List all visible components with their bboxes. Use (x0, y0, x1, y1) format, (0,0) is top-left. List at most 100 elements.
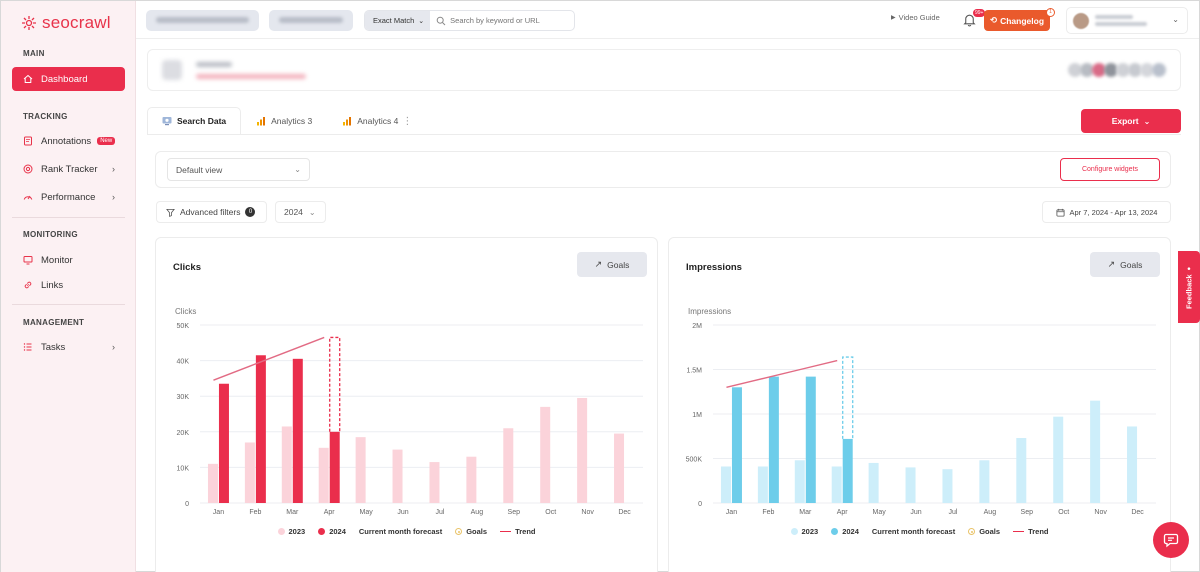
legend-label: Goals (466, 527, 488, 536)
goal-icon (968, 528, 976, 535)
advanced-filters-label: Advanced filters (180, 207, 241, 217)
search-input[interactable] (446, 16, 574, 25)
legend-goals[interactable]: Goals (455, 527, 487, 536)
bell-icon[interactable] (962, 12, 977, 27)
y-tick-label: 20K (177, 430, 190, 437)
x-tick-label: Jul (948, 509, 957, 516)
chevron-down-icon: ⌄ (418, 17, 425, 25)
bar-2023-dec (1127, 426, 1138, 503)
x-tick-label: Feb (762, 509, 774, 516)
view-select[interactable]: Default view ⌄ (167, 158, 310, 181)
analytics-icon (343, 117, 352, 126)
monitor-icon (22, 255, 33, 266)
tab-search-data[interactable]: Search Data (147, 107, 242, 135)
legend-swatch (277, 528, 285, 535)
x-tick-label: Nov (581, 509, 594, 516)
divider (12, 304, 125, 305)
tab-label: Analytics 4 (357, 116, 399, 126)
chat-bubble-icon: ● (1186, 265, 1192, 272)
new-badge: New (97, 137, 116, 145)
bar-2023-feb (244, 442, 255, 503)
legend-2024[interactable]: 2024 (831, 527, 859, 536)
legend-forecast[interactable]: Current month forecast (872, 527, 955, 536)
changelog-button[interactable]: ⟲ Changelog (984, 10, 1050, 31)
user-menu[interactable]: ⌄ (1066, 7, 1188, 34)
tab-label: Search Data (177, 116, 227, 126)
legend-swatch (1013, 530, 1025, 533)
legend-label: Current month forecast (358, 527, 443, 536)
goals-button[interactable]: ↗ Goals (577, 252, 647, 277)
view-bar: Default view ⌄ Configure widgets (155, 151, 1171, 188)
sidebar-item-label: Rank Tracker (41, 163, 98, 175)
sidebar-item-label: Tasks (41, 341, 66, 353)
sidebar-item-monitor[interactable]: Monitor (12, 248, 125, 272)
legend-2024[interactable]: 2024 (318, 527, 346, 536)
x-tick-label: Nov (1094, 509, 1107, 516)
year-select[interactable]: 2024 ⌄ (275, 201, 326, 223)
x-tick-label: Jun (910, 509, 921, 516)
legend-swatch (790, 528, 798, 535)
chat-button[interactable] (1153, 522, 1189, 558)
advanced-filters-button[interactable]: Advanced filters 0 (156, 201, 267, 223)
x-tick-label: Aug (471, 509, 484, 516)
x-tick-label: Dec (1131, 509, 1144, 516)
logo[interactable]: seocrawl (21, 13, 111, 33)
project-favicon (162, 60, 182, 80)
more-vertical-icon[interactable]: ⋮ (402, 115, 413, 127)
x-tick-label: Oct (545, 509, 556, 516)
sidebar-item-performance[interactable]: Performance › (12, 185, 125, 209)
account-select[interactable] (146, 10, 259, 31)
sidebar-item-dashboard[interactable]: Dashboard (12, 67, 125, 91)
configure-widgets-button[interactable]: Configure widgets (1060, 158, 1160, 181)
video-guide-link[interactable]: ▶ Video Guide (891, 13, 940, 22)
sidebar-item-links[interactable]: Links (12, 273, 125, 297)
bar-2023-mar (794, 460, 805, 503)
date-range-picker[interactable]: Apr 7, 2024 - Apr 13, 2024 (1042, 201, 1171, 223)
legend-label: 2023 (801, 527, 819, 536)
forecast-outline (329, 336, 341, 432)
feedback-tab[interactable]: Feedback ● (1178, 251, 1200, 323)
y-axis-label: Impressions (688, 307, 731, 316)
notification-badge: 99+ (973, 9, 986, 17)
legend-swatch (831, 528, 839, 535)
bar-2023-jul (429, 462, 440, 503)
project-select[interactable] (269, 10, 353, 31)
legend-trend[interactable]: Trend (1013, 527, 1048, 536)
impressions-chart-card: Impressions ↗ Goals Impressions 0 500K 1M 1.… (668, 237, 1171, 572)
tab-analytics-3[interactable]: Analytics 3 (241, 107, 327, 135)
project-url[interactable] (196, 74, 306, 79)
bar-2024-mar (805, 376, 816, 503)
legend-trend[interactable]: Trend (500, 527, 535, 536)
bar-2023-mar (281, 426, 292, 503)
section-management: MANAGEMENT (23, 318, 85, 327)
x-tick-label: Jan (213, 509, 224, 516)
x-tick-label: May (873, 509, 887, 516)
x-tick-label: Apr (837, 509, 849, 516)
export-button[interactable]: Export ⌄ (1081, 109, 1181, 133)
x-tick-label: Sep (1021, 509, 1034, 516)
tasks-icon (22, 342, 33, 353)
search-bar: Exact Match ⌄ (364, 10, 575, 31)
legend-2023[interactable]: 2023 (790, 527, 819, 536)
legend-label: Current month forecast (871, 527, 956, 536)
tab-analytics-4[interactable]: Analytics 4 ⋮ (327, 107, 427, 135)
sidebar-item-rank-tracker[interactable]: Rank Tracker › (12, 157, 125, 181)
bar-2024-mar (292, 358, 303, 503)
sidebar-item-tasks[interactable]: Tasks › (12, 335, 125, 359)
x-tick-label: May (360, 509, 374, 516)
changelog-badge: 1 (1046, 8, 1055, 17)
member-avatars[interactable] (1068, 63, 1166, 77)
legend-forecast[interactable]: Current month forecast (359, 527, 442, 536)
legend-goals[interactable]: Goals (968, 527, 1000, 536)
project-header (147, 49, 1181, 91)
legend-label: Goals (979, 527, 1001, 536)
legend-2023[interactable]: 2023 (277, 527, 305, 536)
trend-line (726, 359, 838, 388)
sidebar-item-annotations[interactable]: Annotations New (12, 129, 125, 153)
chart-legend: 2023 2024 Current month forecast Goals T… (156, 527, 657, 536)
legend-swatch (318, 528, 326, 535)
match-type-select[interactable]: Exact Match ⌄ (365, 11, 431, 30)
goals-button[interactable]: ↗ Goals (1090, 252, 1160, 277)
logo-icon (22, 16, 36, 30)
note-icon (22, 136, 33, 147)
